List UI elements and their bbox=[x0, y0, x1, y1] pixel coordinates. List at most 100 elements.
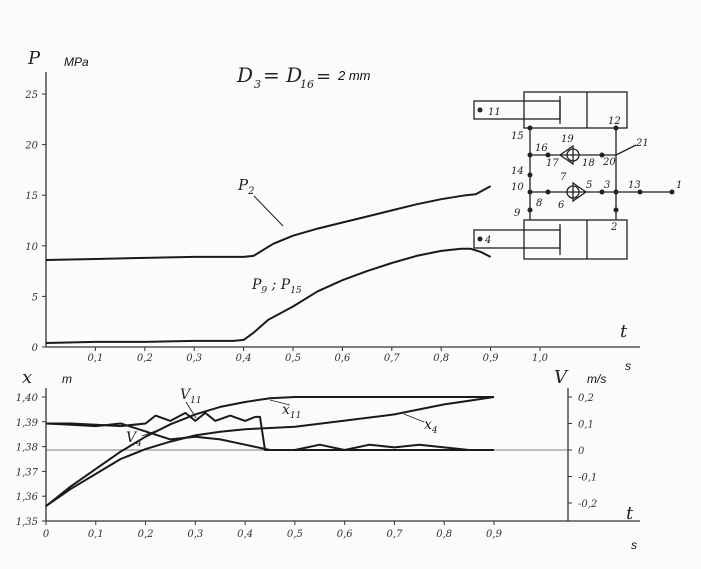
svg-text:3: 3 bbox=[604, 180, 610, 191]
svg-text:1: 1 bbox=[676, 180, 682, 191]
svg-text:11: 11 bbox=[488, 107, 501, 118]
formula-sub-3: 3 bbox=[254, 78, 261, 91]
valve-lower-triangle bbox=[572, 181, 588, 203]
lower-xtick-label: 0,3 bbox=[187, 529, 203, 540]
svg-text:13: 13 bbox=[628, 180, 641, 191]
svg-text:12: 12 bbox=[608, 116, 621, 127]
lower-ylabel-symbol: x bbox=[22, 367, 32, 388]
diagram-labels: 11 12 15 16 19 17 18 20 21 14 10 7 5 3 1… bbox=[484, 107, 682, 246]
svg-text:10: 10 bbox=[511, 182, 524, 193]
lower-xtick-label: 0,7 bbox=[386, 529, 403, 540]
lower-xlabel-symbol: t bbox=[626, 503, 634, 524]
label-p9-p15: P9 ; P15 bbox=[251, 277, 302, 296]
upper-xtick-label: 0,8 bbox=[433, 353, 449, 364]
upper-ytick-label: 10 bbox=[25, 242, 38, 253]
label-x11: x11 bbox=[282, 402, 301, 421]
svg-text:14: 14 bbox=[511, 166, 524, 177]
lower-y2tick-label: -0,2 bbox=[578, 499, 597, 510]
svg-text:7: 7 bbox=[560, 172, 567, 183]
lower-xtick-label: 0,6 bbox=[337, 529, 354, 540]
svg-text:2: 2 bbox=[610, 222, 617, 233]
upper-xtick-label: 0,9 bbox=[483, 353, 500, 364]
lower-xtick-label: 0,9 bbox=[486, 529, 503, 540]
svg-text:8: 8 bbox=[536, 198, 542, 209]
lower-xtick-label: 0,2 bbox=[138, 529, 154, 540]
upper-series-line-1 bbox=[45, 247, 492, 344]
lower-xtick-label: 0,4 bbox=[237, 529, 253, 540]
lower-y2tick-label: 0,2 bbox=[578, 393, 594, 404]
svg-text:21: 21 bbox=[635, 138, 649, 149]
label-x4: x4 bbox=[424, 417, 438, 436]
pipe-21 bbox=[615, 144, 637, 156]
formula-value: 2 mm bbox=[337, 68, 371, 83]
leader-p2 bbox=[253, 195, 284, 227]
formula-sub-16: 16 bbox=[300, 78, 314, 91]
hydraulic-diagram: 11 12 15 16 19 17 18 20 21 14 10 7 5 3 1… bbox=[473, 91, 682, 260]
lower-series-line-1 bbox=[45, 396, 495, 507]
lower-cylinder bbox=[523, 219, 628, 260]
leader-v11 bbox=[185, 401, 197, 419]
svg-text:4: 4 bbox=[484, 235, 491, 246]
upper-xtick-label: 0,3 bbox=[186, 353, 202, 364]
upper-ytick-label: 15 bbox=[25, 191, 38, 202]
upper-yunit: MPa bbox=[64, 55, 89, 69]
lower-xunit: s bbox=[631, 538, 637, 552]
label-p2: P2 bbox=[237, 176, 254, 197]
upper-xunit: s bbox=[625, 359, 631, 373]
upper-ytick-label: 5 bbox=[32, 292, 38, 303]
upper-xtick-label: 0,4 bbox=[236, 353, 252, 364]
svg-text:19: 19 bbox=[561, 134, 574, 145]
svg-text:18: 18 bbox=[582, 158, 595, 169]
lower-yunit: m bbox=[62, 372, 72, 386]
lower-chart: x m V m/s t s 1,35 1,36 1,37 1,38 1,39 1,40 -… bbox=[16, 367, 640, 552]
lower-xtick-label: 0,1 bbox=[88, 529, 104, 540]
upper-ytick-label: 25 bbox=[24, 90, 38, 101]
lower-xtick-label: 0 bbox=[43, 529, 50, 540]
lower-y2unit: m/s bbox=[587, 372, 606, 386]
lower-ytick-label: 1,37 bbox=[16, 467, 39, 478]
lower-ytick-label: 1,39 bbox=[16, 418, 39, 429]
upper-series-line-0 bbox=[45, 185, 492, 261]
lower-ytick-label: 1,40 bbox=[16, 393, 39, 404]
lower-ytick-label: 1,35 bbox=[16, 517, 38, 528]
leader-x4 bbox=[403, 413, 425, 423]
formula-equals: = bbox=[316, 66, 331, 87]
upper-ytick-label: 20 bbox=[24, 141, 38, 152]
svg-text:6: 6 bbox=[558, 200, 565, 211]
label-v11: V11 bbox=[180, 387, 202, 406]
lower-series-line-3 bbox=[45, 422, 494, 451]
formula: D 3 = D 16 = 2 mm bbox=[236, 63, 371, 91]
svg-text:5: 5 bbox=[586, 180, 592, 191]
upper-rod bbox=[473, 100, 561, 120]
formula-d3: D bbox=[236, 63, 253, 87]
formula-equals-d16: = D bbox=[263, 63, 302, 87]
valve-upper-triangle bbox=[558, 144, 574, 166]
lower-ytick-label: 1,38 bbox=[16, 443, 38, 454]
lower-ytick-label: 1,36 bbox=[16, 492, 39, 503]
svg-text:15: 15 bbox=[511, 131, 524, 142]
svg-text:17: 17 bbox=[546, 158, 559, 169]
upper-xtick-label: 0,2 bbox=[137, 353, 153, 364]
leader-x11 bbox=[269, 399, 291, 406]
lower-y2label-symbol: V bbox=[554, 367, 569, 388]
upper-cylinder bbox=[523, 91, 628, 129]
upper-xtick-label: 0,6 bbox=[334, 353, 351, 364]
lower-y2tick-label: -0,1 bbox=[578, 473, 597, 484]
upper-ytick-label: 0 bbox=[32, 343, 39, 354]
svg-text:9: 9 bbox=[514, 208, 521, 219]
upper-xtick-label: 0,5 bbox=[285, 353, 301, 364]
lower-y2tick-label: 0 bbox=[578, 446, 585, 457]
lower-series-line-2 bbox=[46, 411, 494, 451]
svg-text:16: 16 bbox=[535, 143, 548, 154]
lower-rod bbox=[473, 229, 561, 249]
lower-xtick-label: 0,5 bbox=[287, 529, 303, 540]
upper-xtick-label: 1,0 bbox=[532, 353, 549, 364]
upper-xtick-label: 0,7 bbox=[384, 353, 401, 364]
upper-xtick-label: 0,1 bbox=[87, 353, 103, 364]
upper-xlabel-symbol: t bbox=[620, 321, 628, 342]
svg-text:20: 20 bbox=[602, 157, 616, 168]
diagram-nodes bbox=[477, 107, 675, 242]
